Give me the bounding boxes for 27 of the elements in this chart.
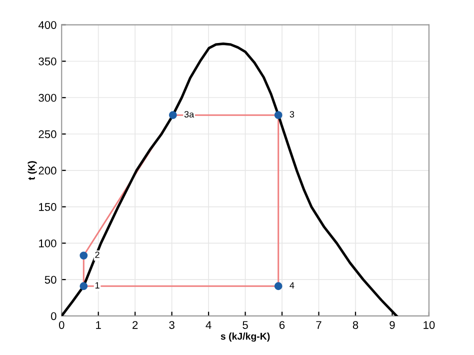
y-axis-title: t (K) <box>28 161 37 180</box>
x-tick-label: 8 <box>352 321 358 329</box>
x-tick-label: 7 <box>316 321 322 329</box>
y-tick-label: 150 <box>39 203 56 211</box>
x-tick-label: 2 <box>132 321 138 329</box>
y-tick-label: 0 <box>51 312 56 320</box>
x-tick-label: 3 <box>169 321 174 329</box>
x-axis-title: s (kJ/kg-K) <box>220 332 270 342</box>
y-tick-label: 100 <box>39 239 56 248</box>
x-tick-label: 6 <box>280 321 285 329</box>
y-tick-label: 300 <box>38 94 56 102</box>
annotation: 3 <box>290 111 294 118</box>
x-tick-label: 10 <box>424 321 435 329</box>
y-tick-label: 250 <box>38 130 56 138</box>
x-tick-label: 9 <box>390 321 395 329</box>
y-tick-label: 50 <box>44 276 56 284</box>
annotation: 3a <box>184 111 194 118</box>
x-tick-label: 0 <box>58 321 64 329</box>
x-tick-label: 1 <box>96 321 101 329</box>
x-tick-label: 4 <box>206 321 212 329</box>
y-tick-label: 350 <box>38 58 56 66</box>
y-tick-label: 400 <box>38 21 56 29</box>
annotation: 1 <box>95 282 100 288</box>
annotation: 2 <box>95 252 100 258</box>
x-tick-label: 5 <box>242 321 248 329</box>
annotation: 4 <box>290 282 294 288</box>
y-tick-label: 200 <box>38 166 56 175</box>
